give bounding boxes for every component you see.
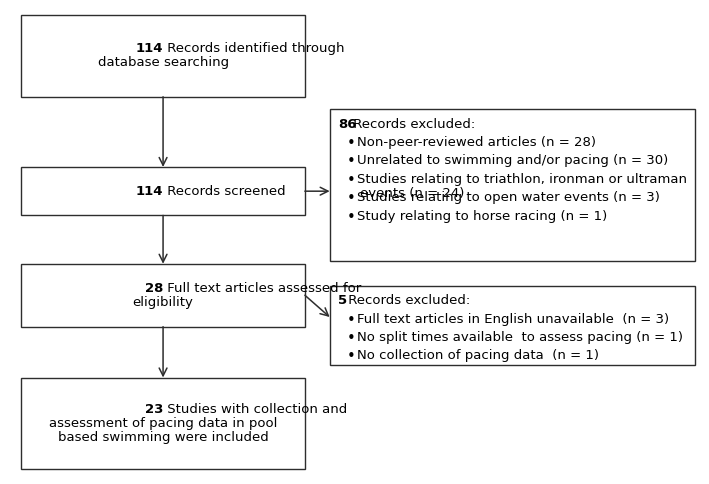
Text: 5: 5: [338, 294, 347, 307]
Text: •: •: [347, 331, 355, 346]
Bar: [21, 15, 305, 97]
Text: events (n = 24): events (n = 24): [360, 186, 464, 199]
Text: eligibility: eligibility: [133, 296, 194, 308]
Text: 114: 114: [135, 43, 163, 55]
Text: No split times available  to assess pacing (n = 1): No split times available to assess pacin…: [357, 331, 683, 344]
Text: Studies with collection and: Studies with collection and: [163, 404, 347, 416]
Text: No collection of pacing data  (n = 1): No collection of pacing data (n = 1): [357, 349, 598, 363]
Text: 114: 114: [135, 185, 163, 197]
Text: Records screened: Records screened: [163, 185, 286, 197]
Text: 86: 86: [338, 118, 357, 131]
Text: assessment of pacing data in pool: assessment of pacing data in pool: [49, 417, 277, 430]
Text: •: •: [347, 313, 355, 328]
Text: 23: 23: [145, 404, 163, 416]
Text: •: •: [347, 136, 355, 151]
Text: •: •: [347, 173, 355, 188]
Text: Records identified through: Records identified through: [163, 43, 345, 55]
Text: Full text articles assessed for: Full text articles assessed for: [163, 282, 362, 295]
Text: Records excluded:: Records excluded:: [349, 118, 475, 131]
Text: •: •: [347, 154, 355, 169]
Text: •: •: [347, 349, 355, 364]
Bar: [21, 264, 305, 327]
Text: Studies relating to triathlon, ironman or ultraman: Studies relating to triathlon, ironman o…: [357, 173, 686, 186]
Text: •: •: [347, 210, 355, 225]
Text: database searching: database searching: [98, 56, 228, 69]
Text: 28: 28: [145, 282, 163, 295]
Text: •: •: [347, 191, 355, 206]
Bar: [330, 109, 695, 261]
Text: based swimming were included: based swimming were included: [57, 431, 269, 443]
Text: Full text articles in English unavailable  (n = 3): Full text articles in English unavailabl…: [357, 313, 669, 326]
Bar: [21, 167, 305, 215]
Text: Studies relating to open water events (n = 3): Studies relating to open water events (n…: [357, 191, 659, 204]
Bar: [330, 286, 695, 365]
Text: Study relating to horse racing (n = 1): Study relating to horse racing (n = 1): [357, 210, 607, 223]
Text: Records excluded:: Records excluded:: [344, 294, 470, 307]
Bar: [21, 378, 305, 469]
Text: Unrelated to swimming and/or pacing (n = 30): Unrelated to swimming and/or pacing (n =…: [357, 154, 668, 167]
Text: Non-peer-reviewed articles (n = 28): Non-peer-reviewed articles (n = 28): [357, 136, 596, 149]
